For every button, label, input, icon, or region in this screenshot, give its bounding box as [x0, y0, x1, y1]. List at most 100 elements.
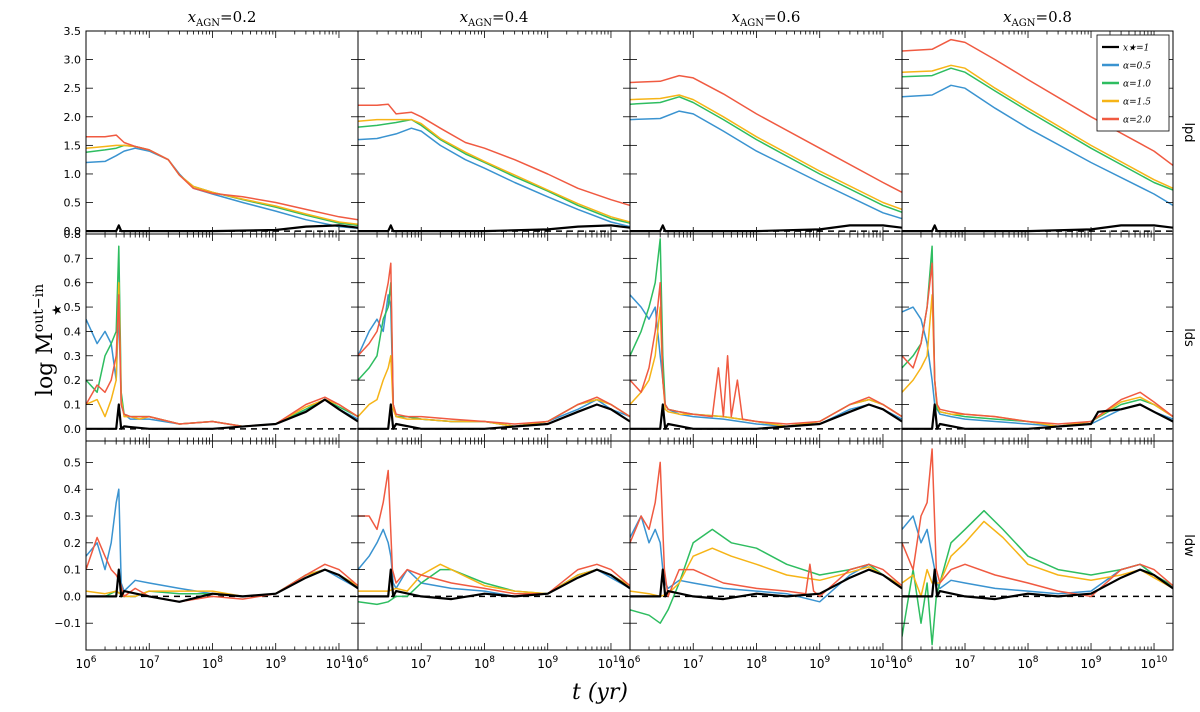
series-line-α=1.0 — [630, 238, 902, 428]
panel-ldw-3 — [629, 440, 903, 651]
series-line-α=1.5 — [630, 94, 902, 211]
series-line-α=0.5 — [630, 110, 902, 220]
series-line-α=1.5 — [358, 118, 630, 223]
series-line-α=2.0 — [86, 134, 358, 221]
series-line-α=1.5 — [902, 64, 1173, 189]
series-line-α=2.0 — [902, 448, 1173, 598]
x-tick-label: 106 — [891, 655, 912, 671]
row-label-ldw: ldw — [1181, 534, 1196, 557]
column-title: xAGN=0.6 — [732, 8, 801, 29]
legend-label: α=2.0 — [1123, 116, 1151, 126]
series-line-x★=1 — [86, 398, 358, 430]
x-axis-label: t (yr) — [572, 680, 628, 705]
panel-lds-3 — [629, 233, 903, 442]
series-line-x★=1 — [358, 568, 630, 601]
series-line-α=1.0 — [86, 144, 358, 227]
series-line-α=1.0 — [630, 528, 902, 624]
column-title: xAGN=0.2 — [188, 8, 257, 29]
series-line-α=2.0 — [630, 281, 902, 425]
legend-label: α=0.5 — [1123, 62, 1151, 72]
x-tick-label: 1010 — [598, 655, 625, 671]
panel-lpd-4 — [901, 30, 1174, 235]
x-tick-label: 109 — [537, 655, 558, 671]
y-tick-label: 0.1 — [64, 398, 82, 411]
x-tick-label: 107 — [411, 655, 432, 671]
x-tick-label: 109 — [809, 655, 830, 671]
labels-layer: t (yr) log Mout−in ★ — [31, 284, 628, 705]
panel-frame — [629, 440, 903, 651]
y-tick-label: 0.7 — [64, 252, 82, 265]
y-tick-label: 0.4 — [64, 325, 82, 338]
series-line-α=0.5 — [358, 528, 630, 598]
x-tick-label: 107 — [955, 655, 976, 671]
x-tick-label: 107 — [139, 655, 160, 671]
series-line-α=2.0 — [902, 262, 1173, 425]
panel-frame — [357, 233, 631, 442]
series-line-α=1.0 — [358, 118, 630, 224]
svg-text:log Mout−in★: log Mout−in ★ — [31, 284, 65, 396]
x-tick-label: 106 — [619, 655, 640, 671]
panel-frame — [85, 30, 359, 235]
panel-frame — [85, 440, 359, 651]
series-line-α=1.5 — [358, 355, 630, 428]
y-tick-label: 0.0 — [64, 423, 82, 436]
legend-label: α=1.5 — [1123, 98, 1151, 108]
series-line-α=2.0 — [358, 103, 630, 207]
series-line-α=0.5 — [86, 306, 358, 428]
series-line-α=0.5 — [86, 488, 358, 598]
column-title: xAGN=0.8 — [1003, 8, 1072, 29]
panel-ldw-2 — [357, 440, 631, 651]
panel-frame — [85, 233, 359, 442]
series-line-α=1.5 — [86, 281, 358, 428]
legend-box — [1096, 34, 1170, 132]
y-tick-label: 0.2 — [64, 374, 82, 387]
y-tick-label: −0.1 — [54, 617, 81, 630]
series-line-α=2.0 — [902, 38, 1173, 166]
series-line-α=0.5 — [902, 515, 1173, 595]
panels-layer: 0.0 0.5 1.0 1.5 2.0 2.5 3.0 3.5 lpd 0.0 0.1 0.2 0.3 0… — [54, 8, 1196, 671]
y-tick-label: 1.5 — [64, 139, 82, 152]
x-tick-label: 106 — [347, 655, 368, 671]
series-line-α=0.5 — [902, 306, 1173, 428]
series-line-x★=1 — [902, 568, 1173, 601]
series-line-α=2.0 — [630, 461, 902, 598]
panel-lpd-1 — [85, 30, 359, 235]
series-line-α=0.5 — [358, 127, 630, 228]
y-axis-label: log Mout−in ★ — [31, 284, 65, 396]
series-line-x★=1 — [86, 568, 358, 603]
y-axis-label-main: log M — [33, 332, 58, 396]
series-line-x★=1 — [358, 224, 630, 233]
series-line-x★=1 — [902, 224, 1173, 233]
y-tick-label: 0.3 — [64, 350, 82, 363]
y-tick-label: 0.6 — [64, 277, 82, 290]
y-tick-label: 3.0 — [64, 54, 82, 67]
panel-frame — [901, 440, 1174, 651]
y-tick-label: 0.0 — [64, 225, 82, 238]
x-tick-label: 1010 — [870, 655, 897, 671]
series-line-x★=1 — [630, 568, 902, 601]
y-axis-label-sub: ★ — [50, 304, 65, 316]
series-line-α=0.5 — [630, 294, 902, 428]
series-line-α=0.5 — [902, 84, 1173, 207]
legend-label: α=1.0 — [1123, 80, 1151, 90]
series-line-α=1.0 — [358, 281, 630, 428]
y-tick-label: 2.0 — [64, 111, 82, 124]
series-line-α=1.5 — [630, 547, 902, 598]
x-tick-label: 1010 — [326, 655, 353, 671]
panel-lds-1 — [85, 233, 359, 442]
x-tick-label: 109 — [1081, 655, 1102, 671]
x-tick-label: 1010 — [1141, 655, 1168, 671]
series-line-α=2.0 — [358, 262, 630, 425]
x-tick-label: 108 — [202, 655, 223, 671]
series-line-α=0.5 — [630, 515, 902, 603]
series-line-α=1.5 — [902, 520, 1173, 598]
column-title: xAGN=0.4 — [460, 8, 529, 29]
series-line-α=1.5 — [902, 294, 1173, 428]
row-label-lds: lds — [1181, 328, 1196, 347]
x-tick-label: 107 — [683, 655, 704, 671]
series-line-α=2.0 — [358, 469, 630, 595]
series-line-α=2.0 — [86, 294, 358, 428]
y-axis-label-sup: out−in — [31, 284, 47, 332]
series-line-x★=1 — [86, 224, 358, 233]
